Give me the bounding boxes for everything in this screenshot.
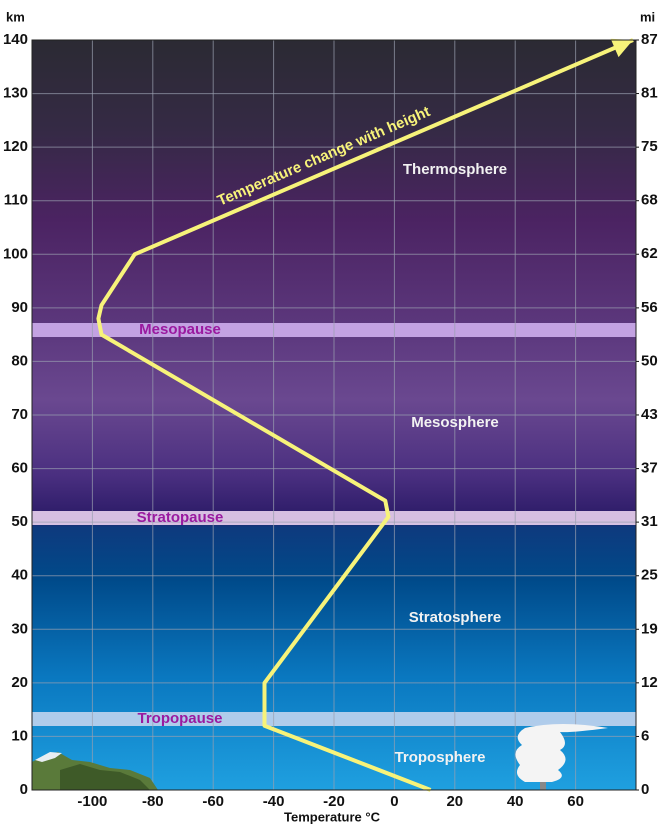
region-label: Troposphere (395, 749, 486, 766)
y2-tick-label: 68 (641, 192, 658, 209)
y2-tick-label: 43 (641, 406, 658, 423)
y-tick-label: 60 (11, 460, 28, 477)
y2-tick-label: 81 (641, 85, 658, 102)
y-tick-label: 10 (11, 727, 28, 744)
y-tick-label: 70 (11, 406, 28, 423)
x-tick-label: -40 (263, 793, 285, 810)
y2-tick-label: 75 (641, 138, 658, 155)
x-tick-label: -100 (77, 793, 107, 810)
pause-label: Tropopause (137, 710, 222, 727)
y-tick-label: 0 (20, 781, 28, 798)
x-tick-label: 40 (507, 793, 524, 810)
x-axis-label: Temperature °C (284, 809, 381, 824)
y2-tick-label: 25 (641, 567, 658, 584)
y-tick-label: 120 (3, 138, 28, 155)
y2-tick-label: 62 (641, 245, 658, 262)
x-tick-label: -80 (142, 793, 164, 810)
x-tick-label: 20 (446, 793, 463, 810)
y2-tick-label: 12 (641, 674, 658, 691)
cloud (515, 724, 608, 790)
x-tick-label: 0 (390, 793, 398, 810)
x-tick-label: 60 (567, 793, 584, 810)
arrowhead (610, 38, 633, 58)
region-label: Stratosphere (409, 609, 502, 626)
pause-label: Stratopause (137, 509, 224, 526)
mountains (32, 752, 158, 790)
y-tick-label: 30 (11, 620, 28, 637)
y2-tick-label: 0 (641, 781, 649, 798)
y2-axis-label: mi (640, 9, 655, 24)
y-tick-label: 90 (11, 299, 28, 316)
x-tick-label: -20 (323, 793, 345, 810)
y2-tick-label: 87 (641, 31, 658, 48)
y-tick-label: 110 (4, 192, 28, 209)
x-tick-label: -60 (202, 793, 224, 810)
y2-tick-label: 37 (641, 460, 658, 477)
y-axis-label: km (6, 9, 25, 24)
y2-tick-label: 56 (641, 299, 658, 316)
y2-tick-label: 50 (641, 352, 658, 369)
y-tick-label: 80 (11, 352, 28, 369)
region-label: Thermosphere (403, 161, 507, 178)
y-tick-label: 100 (3, 245, 28, 262)
region-label: Mesosphere (411, 414, 499, 431)
y-tick-label: 130 (3, 85, 28, 102)
y-tick-label: 50 (11, 513, 28, 530)
y2-tick-label: 6 (641, 727, 649, 744)
y-tick-label: 20 (11, 674, 28, 691)
y2-tick-label: 19 (641, 620, 658, 637)
plot-frame (31, 39, 637, 791)
temperature-line (96, 38, 634, 792)
y-tick-label: 140 (3, 31, 28, 48)
y-tick-label: 40 (11, 567, 28, 584)
y2-tick-label: 31 (641, 513, 658, 530)
pause-label: Mesopause (139, 321, 221, 338)
